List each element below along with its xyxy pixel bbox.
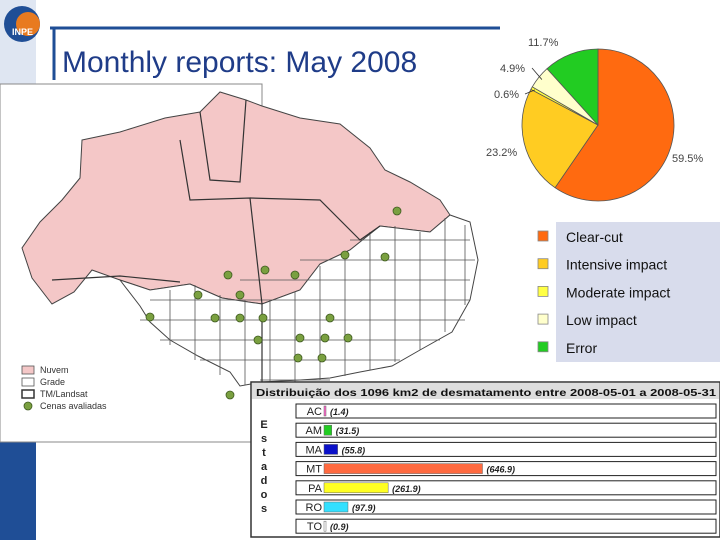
bar-category-label: PA (308, 483, 323, 495)
scene-swatch (21, 389, 35, 399)
bar-ylabel-letter: s (261, 503, 267, 515)
bar-value-label: (261.9) (392, 484, 421, 494)
bar-row-frame (295, 518, 717, 534)
pie-slice-label: 0.6% (494, 89, 519, 101)
bar-value-label: (55.8) (342, 445, 366, 455)
pie-chart: 59.5% 23.2% 0.6% 4.9% 11.7% (486, 37, 703, 202)
pie-leader-line (524, 89, 536, 95)
bar (323, 405, 327, 417)
bar-category-label: AM (306, 425, 323, 437)
bar-ylabel-letter: d (261, 475, 268, 487)
pie-leader-line (531, 67, 543, 80)
bar-value-label: (31.5) (336, 426, 360, 436)
evaluated-scenes (145, 206, 402, 400)
bar-chart-title: Distribuição dos 1096 km2 de desmatament… (256, 387, 716, 399)
bar (323, 444, 338, 455)
bar-ylabel-letter: E (260, 419, 267, 431)
bar-category-label: AC (307, 406, 322, 418)
impact-legend-swatch (537, 313, 549, 325)
bar-ylabel-letter: o (261, 489, 268, 501)
impact-legend-swatch (537, 258, 549, 270)
bar-ylabel-letter: s (261, 433, 267, 445)
bar-row-frame (295, 403, 717, 419)
bar-chart-bars: AC (1.4) AM (31.5) MA (55.8) MT (646.9) PA (261.9… (295, 403, 717, 534)
bar-category-label: MA (306, 444, 323, 456)
bar-category-label: TO (307, 521, 323, 533)
impact-legend-panel (556, 222, 720, 362)
bar-ylabel-letter: t (262, 447, 266, 459)
impact-legend-label: Moderate impact (566, 284, 670, 300)
bar-row-frame (295, 441, 717, 457)
bar-value-label: (97.9) (352, 503, 376, 513)
pie-slice-label: 23.2% (486, 147, 517, 159)
inpe-logo-text: INPE (12, 27, 33, 37)
bar-ylabel-letter: a (261, 461, 268, 473)
map-legend-label: TM/Landsat (40, 389, 88, 399)
map-legend: Nuvem Grade TM/Landsat Cenas avaliadas (21, 365, 107, 411)
cloud-swatch (21, 365, 35, 375)
bar-value-label: (0.9) (330, 522, 349, 532)
bar-value-label: (646.9) (486, 465, 515, 475)
bar-row-frame (295, 480, 717, 496)
pie-slice-label: 59.5% (672, 153, 703, 165)
impact-legend-swatch (537, 230, 549, 242)
map-legend-label: Cenas avaliadas (40, 401, 107, 411)
pie-slice (546, 48, 599, 127)
impact-legend-swatch (537, 341, 549, 353)
bar-value-label: (1.4) (330, 407, 349, 417)
impact-legend-swatch (537, 285, 549, 297)
bar (323, 501, 349, 513)
pie-slice (521, 88, 599, 189)
impact-legend-label: Intensive impact (566, 257, 667, 273)
map-legend-label: Nuvem (40, 365, 69, 375)
bar-category-label: MT (306, 464, 322, 476)
bar-category-label: RO (306, 502, 323, 514)
grid-swatch (21, 377, 35, 387)
bar-chart-title-bg (252, 383, 719, 399)
bar (323, 463, 483, 474)
map-legend-label: Grade (40, 377, 65, 387)
bar-row-frame (295, 422, 717, 438)
pie-slice-label: 4.9% (500, 63, 525, 75)
bar (323, 482, 389, 494)
impact-legend-label: Low impact (566, 312, 637, 328)
amazon-map: Nuvem Grade TM/Landsat Cenas avaliadas (0, 83, 479, 443)
state-bar-chart: Distribuição dos 1096 km2 de desmatament… (250, 381, 720, 538)
impact-legend: Clear-cut Intensive impact Moderate impact… (537, 229, 670, 356)
bar-row-frame (295, 499, 717, 515)
bar (323, 520, 327, 532)
page-title: Monthly reports: May 2008 (62, 46, 417, 79)
inpe-logo: INPE (4, 6, 40, 42)
pie-slice (554, 48, 675, 202)
scene-dot (23, 401, 33, 411)
impact-legend-label: Clear-cut (566, 229, 623, 245)
impact-legend-label: Error (566, 340, 597, 356)
pie-slice-label: 11.7% (528, 37, 559, 49)
bar (323, 424, 332, 436)
